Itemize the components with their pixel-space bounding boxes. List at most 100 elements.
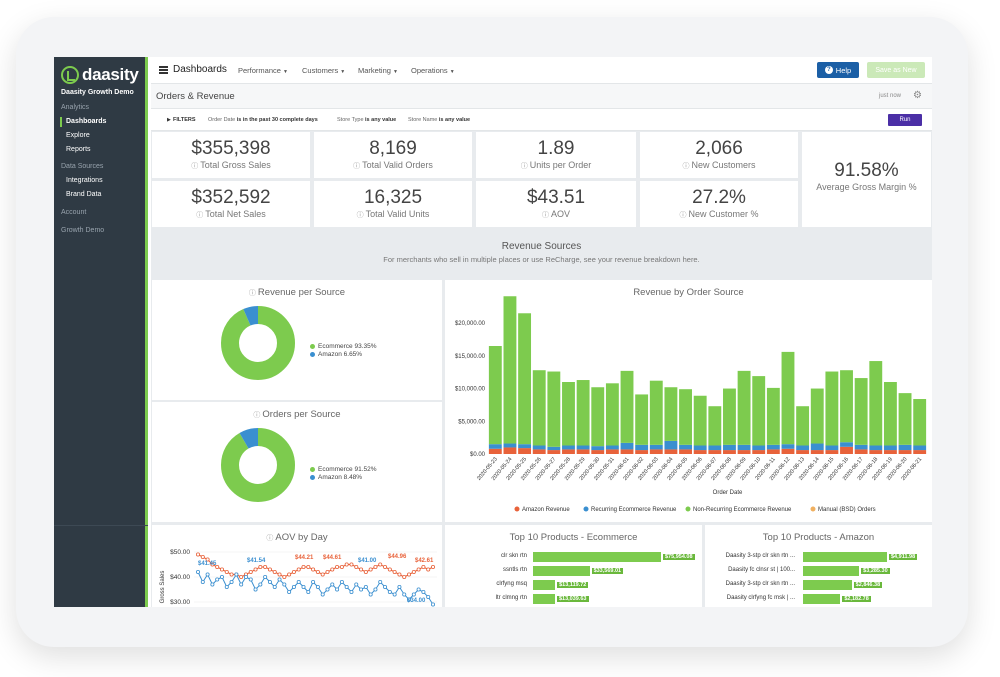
product-bar[interactable] [803,594,841,604]
bar-segment[interactable] [679,444,692,450]
line-point[interactable] [335,565,340,570]
bar-segment[interactable] [664,449,678,454]
line-point[interactable] [258,582,263,587]
line-point[interactable] [359,567,364,572]
line-point[interactable] [311,567,316,572]
kpi-total-net-sales[interactable]: $352,592 ⓘ Total Net Sales [152,181,310,227]
gear-icon[interactable]: ⚙ [913,90,922,101]
bar-segment[interactable] [576,445,590,450]
bar-segment[interactable] [913,399,927,446]
org-name[interactable]: Daasity Growth Demo [61,89,134,96]
line-point[interactable] [421,590,426,595]
line-point[interactable] [378,580,383,585]
bar-segment[interactable] [620,370,634,443]
bar-segment[interactable] [723,450,736,454]
kpi-total-gross-sales[interactable]: $355,398 ⓘ Total Gross Sales [152,132,310,178]
bar-segment[interactable] [781,448,795,454]
bar-segment[interactable] [840,446,853,454]
line-point[interactable] [196,570,201,575]
bar-segment[interactable] [781,444,795,449]
line-point[interactable] [373,587,378,592]
line-point[interactable] [234,572,239,577]
bar-segment[interactable] [576,380,590,446]
filter-store-type[interactable]: Store Type is any value [337,117,397,123]
line-point[interactable] [258,565,263,570]
bar-segment[interactable] [869,445,883,451]
line-point[interactable] [392,592,397,597]
line-point[interactable] [210,562,215,567]
bar-segment[interactable] [883,445,897,451]
bar-segment[interactable] [635,444,649,451]
line-point[interactable] [315,585,320,590]
line-point[interactable] [287,572,292,577]
bar-segment[interactable] [591,446,605,451]
kpi-total-valid-orders[interactable]: 8,169 ⓘ Total Valid Orders [314,132,472,178]
bar-segment[interactable] [708,406,722,446]
line-point[interactable] [243,575,248,580]
bar-segment[interactable] [810,388,824,444]
bar-segment[interactable] [547,450,561,454]
line-point[interactable] [416,567,421,572]
line-point[interactable] [253,567,258,572]
bar-segment[interactable] [503,296,517,444]
product-bar[interactable] [803,580,852,590]
bar-segment[interactable] [840,442,853,447]
line-point[interactable] [397,572,402,577]
line-point[interactable] [306,590,311,595]
line-point[interactable] [224,585,229,590]
bar-segment[interactable] [664,387,678,441]
line-point[interactable] [311,580,316,585]
bar-segment[interactable] [825,371,839,446]
nav-menu-customers[interactable]: Customers ▼ [302,66,346,75]
product-bar[interactable] [533,580,556,590]
bar-segment[interactable] [752,450,766,454]
filter-store-name[interactable]: Store Name is any value [408,117,471,123]
bar-segment[interactable] [766,444,780,450]
bar-segment[interactable] [605,383,619,446]
nav-menu-marketing[interactable]: Marketing ▼ [358,66,398,75]
line-point[interactable] [354,565,359,570]
bar-segment[interactable] [620,442,634,450]
line-point[interactable] [383,585,388,590]
line-point[interactable] [344,585,349,590]
sidebar-section-account[interactable]: Account [61,209,87,216]
bar-segment[interactable] [547,446,561,451]
bar-segment[interactable] [693,395,707,446]
legend-label[interactable]: Amazon Revenue [522,507,570,513]
line-point[interactable] [263,575,268,580]
bar-segment[interactable] [693,445,707,451]
bar-segment[interactable] [854,444,868,450]
bar-segment[interactable] [562,449,575,454]
bar-segment[interactable] [796,445,810,451]
bar-segment[interactable] [840,370,853,443]
bar-segment[interactable] [869,361,883,446]
line-point[interactable] [320,592,325,597]
line-point[interactable] [296,567,301,572]
bar-segment[interactable] [752,376,766,446]
line-point[interactable] [239,575,244,580]
help-button[interactable]: ? Help [817,62,859,78]
bar-segment[interactable] [518,313,532,445]
bar-segment[interactable] [854,378,868,445]
sidebar-section-analytics[interactable]: Analytics [61,104,90,111]
line-point[interactable] [200,554,205,559]
expand-triangle-icon[interactable]: ▶ [167,117,171,123]
line-point[interactable] [301,565,306,570]
bar-segment[interactable] [766,387,780,445]
bar-segment[interactable] [488,444,502,449]
bar-segment[interactable] [605,449,619,454]
bar-segment[interactable] [620,449,634,454]
bar-segment[interactable] [737,444,751,451]
hamburger-menu-icon[interactable] [159,66,168,74]
line-point[interactable] [267,580,272,585]
bar-segment[interactable] [854,449,868,454]
bar-segment[interactable] [576,449,590,454]
line-point[interactable] [263,565,268,570]
legend-label[interactable]: Recurring Ecommerce Revenue [591,507,677,513]
line-point[interactable] [215,565,220,570]
sidebar-item-brand-data[interactable]: Brand Data [66,191,102,198]
sidebar-item-reports[interactable]: Reports [66,146,91,153]
bar-segment[interactable] [708,450,722,454]
bar-segment[interactable] [503,447,517,454]
bar-segment[interactable] [810,443,824,451]
